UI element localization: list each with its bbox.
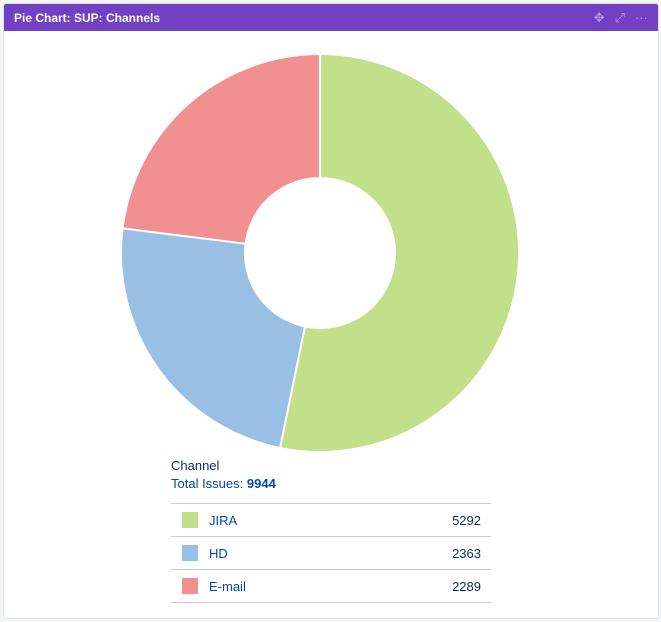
legend-row: JIRA 5292 (171, 503, 491, 537)
legend-title: Channel (171, 458, 220, 473)
more-icon[interactable]: ··· (635, 9, 648, 25)
legend-swatch (182, 578, 198, 595)
total-value: 9944 (246, 476, 276, 491)
legend-value: 2363 (358, 536, 491, 570)
legend-swatch (182, 545, 198, 562)
pie-chart-panel: Pie Chart: SUP: Channels ✥ ⤢ ··· Channel… (3, 3, 659, 619)
legend-table: JIRA 5292 HD 2363 E-mail 2289 (171, 503, 491, 603)
move-icon[interactable]: ✥ (593, 9, 605, 25)
slice-hd[interactable] (120, 227, 307, 450)
expand-icon[interactable]: ⤢ (614, 9, 625, 25)
legend-swatch (182, 512, 198, 529)
legend-row: HD 2363 (171, 536, 491, 570)
legend-label[interactable]: HD (199, 536, 359, 570)
slice-jira[interactable] (278, 52, 520, 453)
panel-header: Pie Chart: SUP: Channels ✥ ⤢ ··· (4, 4, 658, 31)
slice-e-mail[interactable] (121, 52, 321, 245)
legend-label[interactable]: E-mail (199, 569, 359, 603)
total-label: Total Issues: (171, 476, 244, 491)
total-issues: Total Issues: 9944 (171, 476, 491, 491)
legend-row: E-mail 2289 (171, 569, 491, 603)
legend-label[interactable]: JIRA (199, 503, 359, 537)
legend: Channel Total Issues: 9944 JIRA 5292 HD 236… (171, 458, 491, 603)
legend-value: 5292 (358, 503, 491, 537)
panel-title: Pie Chart: SUP: Channels (14, 10, 161, 25)
donut-chart (120, 52, 520, 453)
legend-value: 2289 (358, 569, 491, 603)
